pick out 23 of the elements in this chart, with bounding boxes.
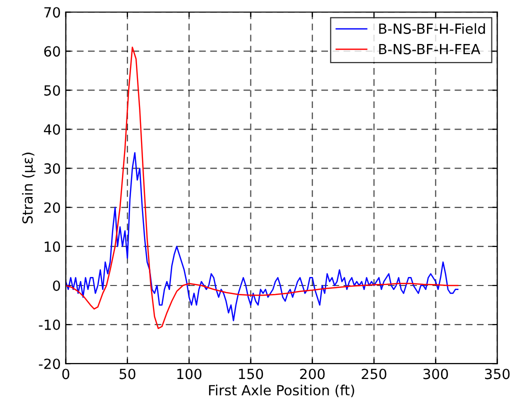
y-tick-label: 20 bbox=[44, 202, 60, 213]
x-tick-label: 300 bbox=[423, 368, 448, 380]
x-tick-label: 200 bbox=[300, 368, 325, 380]
y-tick-label: 60 bbox=[44, 46, 60, 57]
y-tick-label: -20 bbox=[38, 358, 60, 370]
y-tick-label: 70 bbox=[44, 7, 60, 18]
x-tick-label: 50 bbox=[120, 368, 136, 380]
x-tick-label: 350 bbox=[485, 368, 510, 380]
line-series bbox=[66, 152, 458, 322]
y-tick-label: 10 bbox=[44, 241, 60, 252]
y-tick-label: 30 bbox=[44, 163, 60, 174]
x-axis-title: First Axle Position (ft) bbox=[209, 384, 354, 398]
y-axis-title: Strain (με) bbox=[22, 152, 36, 224]
y-tick-label: 50 bbox=[44, 85, 60, 96]
x-tick-label: 250 bbox=[362, 368, 386, 380]
legend-label: B-NS-BF-H-Field bbox=[379, 23, 485, 34]
y-tick-label: 40 bbox=[44, 124, 60, 135]
x-tick-label: 150 bbox=[238, 368, 264, 380]
x-tick-label: 100 bbox=[177, 368, 202, 380]
x-tick-label: 0 bbox=[62, 368, 70, 380]
legend-label: B-NS-BF-H-FEA bbox=[379, 44, 480, 54]
y-tick-label: -10 bbox=[38, 320, 60, 330]
y-tick-label: 0 bbox=[53, 280, 60, 291]
